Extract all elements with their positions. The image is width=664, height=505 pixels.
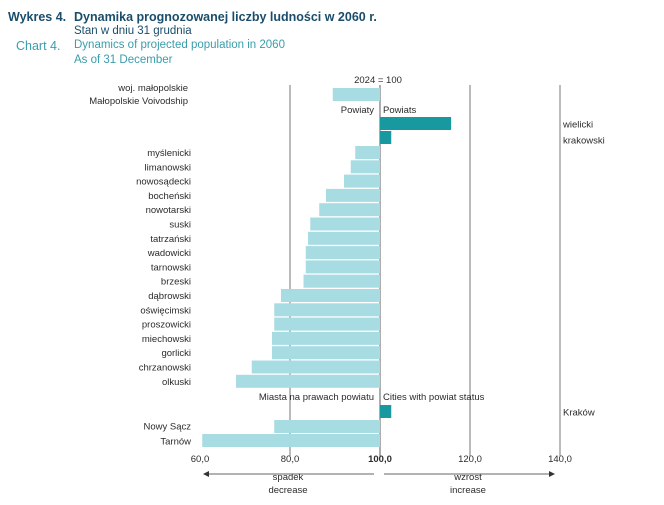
bar-brzeski xyxy=(303,274,380,288)
bar-gorlicki xyxy=(272,346,380,360)
chart-title-en: Dynamics of projected population in 2060 xyxy=(74,39,285,51)
bar-proszowicki xyxy=(274,317,380,331)
chart-subtitle-pl: Stan w dniu 31 grudnia xyxy=(74,25,192,37)
bar-dąbrowski xyxy=(281,289,380,302)
row-label-nowosądecki: nowosądecki xyxy=(136,177,191,188)
row-label-Kraków: Kraków xyxy=(563,408,595,419)
row-label-Tarnów: Tarnów xyxy=(160,437,191,448)
bar-tarnowski xyxy=(305,260,380,274)
row-label-wielicki: wielicki xyxy=(562,120,593,131)
x-tick-label: 140,0 xyxy=(548,454,572,465)
bar-suski xyxy=(310,217,380,231)
row-label-limanowski: limanowski xyxy=(145,162,191,173)
row-label-miechowski: miechowski xyxy=(142,334,191,345)
chart-marks: wielicki krakowski myślenicki limanowski now… xyxy=(136,88,605,448)
bar-nowosądecki xyxy=(344,174,380,188)
bar-Tarnów xyxy=(202,434,380,447)
row-label-myślenicki: myślenicki xyxy=(147,148,191,159)
bar-wadowicki xyxy=(305,246,380,260)
bar-bocheński xyxy=(326,188,380,202)
annotations: 2024 = 100 woj. małopolskie Małopolskie … xyxy=(89,75,486,496)
row-label-gorlicki: gorlicki xyxy=(161,348,191,359)
section-cities-en: Cities with powiat status xyxy=(383,392,485,403)
axis-right-label-en: increase xyxy=(450,485,486,496)
bar-chrzanowski xyxy=(251,360,380,374)
axis-left-label-pl: spadek xyxy=(273,472,304,483)
bar-voivodship xyxy=(332,88,380,101)
row-label-proszowicki: proszowicki xyxy=(142,320,191,331)
x-tick-label: 60,0 xyxy=(191,454,210,465)
bar-myślenicki xyxy=(355,146,380,159)
bar-krakowski xyxy=(380,131,392,144)
bar-miechowski xyxy=(272,331,380,345)
row-label-suski: suski xyxy=(169,220,191,231)
section-powiaty-en: Powiats xyxy=(383,105,417,116)
chart-number-pl: Wykres 4. xyxy=(8,10,67,24)
chart-title-pl: Dynamika prognozowanej liczby ludności w… xyxy=(74,10,377,24)
axis-right-label-pl: wzrost xyxy=(453,472,482,483)
x-tick-label: 100,0 xyxy=(368,454,392,465)
base-label: 2024 = 100 xyxy=(354,75,402,86)
increase-arrowhead xyxy=(549,471,555,477)
row-label-oświęcimski: oświęcimski xyxy=(140,305,191,316)
bar-wielicki xyxy=(380,117,452,130)
chart-subtitle-en: As of 31 December xyxy=(74,54,173,66)
voivodship-label: woj. małopolskie xyxy=(117,83,188,94)
bar-limanowski xyxy=(350,160,380,174)
row-label-chrzanowski: chrzanowski xyxy=(139,363,191,374)
bar-Kraków xyxy=(380,405,392,418)
x-tick-label: 120,0 xyxy=(458,454,482,465)
row-label-dąbrowski: dąbrowski xyxy=(148,291,191,302)
voivodship-label-en: Małopolskie Voivodship xyxy=(89,96,188,107)
section-powiaty-pl: Powiaty xyxy=(341,105,375,116)
row-label-tatrzański: tatrzański xyxy=(150,234,191,245)
row-label-wadowicki: wadowicki xyxy=(147,248,191,259)
bar-olkuski xyxy=(236,374,380,388)
row-label-krakowski: krakowski xyxy=(563,136,605,147)
bar-tatrzański xyxy=(308,231,380,245)
bar-nowotarski xyxy=(319,203,380,217)
row-label-nowotarski: nowotarski xyxy=(146,205,191,216)
row-label-bocheński: bocheński xyxy=(148,191,191,202)
section-cities-pl: Miasta na prawach powiatu xyxy=(259,392,374,403)
row-label-brzeski: brzeski xyxy=(161,277,191,288)
row-label-tarnowski: tarnowski xyxy=(151,262,191,273)
row-label-Nowy Sącz: Nowy Sącz xyxy=(143,422,191,433)
axis-arrows xyxy=(203,471,555,477)
bar-Nowy Sącz xyxy=(274,420,380,433)
x-tick-label: 80,0 xyxy=(281,454,300,465)
bar-oświęcimski xyxy=(274,303,380,317)
x-axis-ticks: 60,0 80,0 100,0 120,0 140,0 xyxy=(191,454,572,465)
decrease-arrowhead xyxy=(203,471,209,477)
axis-left-label-en: decrease xyxy=(268,485,307,496)
chart-number-en: Chart 4. xyxy=(16,39,61,53)
row-label-olkuski: olkuski xyxy=(162,377,191,388)
